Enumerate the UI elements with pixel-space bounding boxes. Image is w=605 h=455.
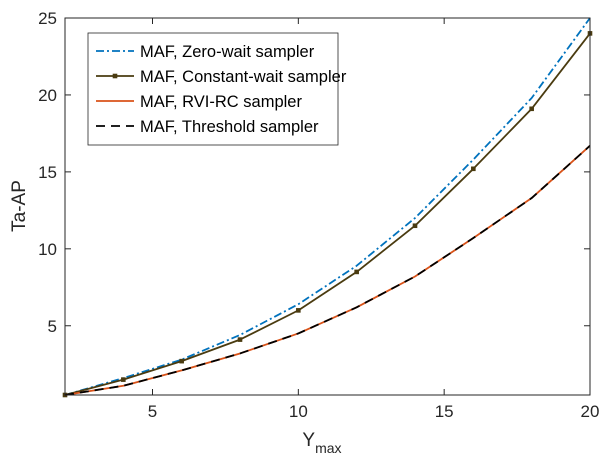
x-tick-label: 10 bbox=[289, 402, 308, 421]
series-point-1 bbox=[412, 223, 418, 229]
y-tick-label: 20 bbox=[38, 86, 57, 105]
ticks-layer: 5 10 15 20 5 10 15 20 25 bbox=[38, 9, 599, 421]
series-point-1 bbox=[354, 269, 359, 275]
y-tick-label: 25 bbox=[38, 9, 57, 28]
y-tick-label: 15 bbox=[38, 163, 57, 182]
y-tick-label: 5 bbox=[48, 317, 57, 336]
plot-frame bbox=[64, 17, 591, 396]
series-layer bbox=[62, 17, 593, 398]
legend-marker-1 bbox=[112, 73, 118, 79]
legend-label-0: MAF, Zero-wait sampler bbox=[140, 43, 315, 61]
series-point-1 bbox=[296, 308, 301, 313]
x-tick-label: 20 bbox=[581, 402, 600, 421]
y-tick-label: 10 bbox=[38, 240, 57, 259]
series-line-1 bbox=[64, 32, 591, 396]
x-tick-label: 15 bbox=[435, 402, 454, 421]
series-point-1 bbox=[179, 358, 184, 364]
x-axis-label-subscript: max bbox=[315, 440, 341, 455]
x-axis-label-main: Y bbox=[302, 430, 315, 451]
series-point-1 bbox=[471, 166, 476, 172]
series-point-1 bbox=[121, 377, 126, 382]
x-axis-label: Ymax bbox=[302, 430, 341, 455]
series-point-1 bbox=[529, 106, 534, 112]
legend: MAF, Zero-wait sampler MAF, Constant-wait… bbox=[87, 32, 347, 146]
legend-label-1: MAF, Constant-wait sampler bbox=[140, 68, 347, 86]
x-tick-label: 5 bbox=[148, 402, 157, 421]
series-point-1 bbox=[237, 337, 243, 342]
y-axis-label: Ta-AP bbox=[9, 180, 30, 232]
series-line-3 bbox=[64, 145, 591, 396]
legend-label-3: MAF, Threshold sampler bbox=[140, 118, 319, 136]
series-line-0 bbox=[64, 17, 591, 396]
legend-label-2: MAF, RVI-RC sampler bbox=[140, 93, 302, 111]
